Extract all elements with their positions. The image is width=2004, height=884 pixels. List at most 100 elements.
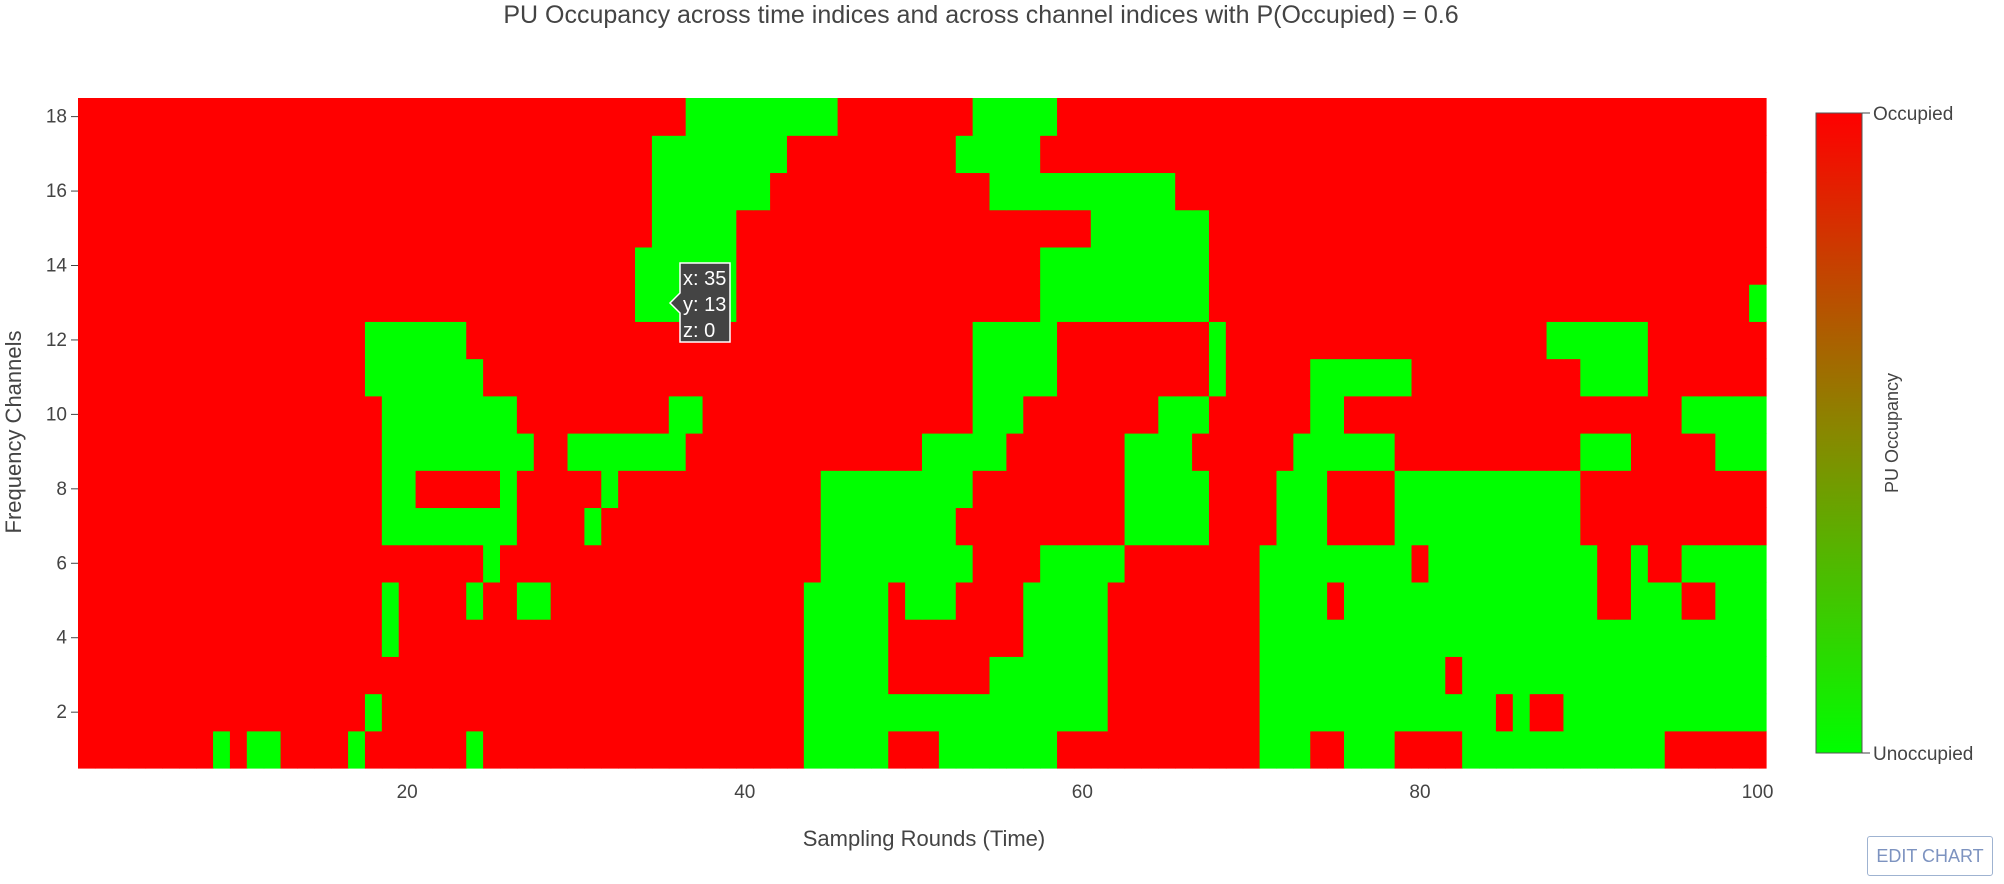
heatmap-cell[interactable]	[1158, 209, 1176, 248]
heatmap-cell[interactable]	[888, 656, 906, 695]
heatmap-cell[interactable]	[1344, 433, 1362, 471]
heatmap-cell[interactable]	[229, 172, 248, 211]
heatmap-cell[interactable]	[1495, 544, 1514, 583]
heatmap-cell[interactable]	[905, 619, 923, 657]
heatmap-cell[interactable]	[1512, 284, 1531, 322]
heatmap-cell[interactable]	[432, 98, 450, 136]
heatmap-cell[interactable]	[1192, 656, 1210, 695]
heatmap-cell[interactable]	[1006, 507, 1024, 546]
heatmap-cell[interactable]	[803, 284, 822, 322]
heatmap-cell[interactable]	[972, 581, 991, 620]
heatmap-cell[interactable]	[1411, 693, 1429, 732]
heatmap-cell[interactable]	[668, 209, 687, 248]
heatmap-cell[interactable]	[1411, 507, 1429, 546]
heatmap-cell[interactable]	[618, 98, 636, 136]
heatmap-cell[interactable]	[1225, 246, 1244, 285]
heatmap-cell[interactable]	[618, 730, 636, 769]
heatmap-cell[interactable]	[466, 544, 484, 583]
heatmap-cell[interactable]	[466, 246, 484, 285]
heatmap-cell[interactable]	[466, 358, 484, 397]
heatmap-cell[interactable]	[263, 321, 282, 360]
heatmap-cell[interactable]	[314, 358, 332, 397]
heatmap-cell[interactable]	[1630, 619, 1649, 657]
heatmap-cell[interactable]	[483, 135, 501, 174]
heatmap-cell[interactable]	[1529, 246, 1548, 285]
heatmap-cell[interactable]	[736, 209, 754, 248]
heatmap-cell[interactable]	[1192, 246, 1210, 285]
heatmap-cell[interactable]	[280, 98, 299, 136]
heatmap-cell[interactable]	[1749, 358, 1767, 397]
heatmap-cell[interactable]	[1732, 395, 1750, 434]
heatmap-cell[interactable]	[381, 693, 400, 732]
heatmap-cell[interactable]	[111, 358, 130, 397]
heatmap-cell[interactable]	[449, 321, 467, 360]
heatmap-cell[interactable]	[1090, 544, 1109, 583]
heatmap-cell[interactable]	[213, 358, 231, 397]
heatmap-cell[interactable]	[1681, 209, 1700, 248]
heatmap-cell[interactable]	[1630, 730, 1649, 769]
heatmap-cell[interactable]	[1023, 284, 1041, 322]
heatmap-cell[interactable]	[1023, 470, 1041, 509]
heatmap-cell[interactable]	[1428, 98, 1446, 136]
heatmap-cell[interactable]	[128, 544, 147, 583]
heatmap-cell[interactable]	[145, 284, 163, 322]
heatmap-cell[interactable]	[989, 246, 1007, 285]
heatmap-cell[interactable]	[398, 730, 417, 769]
heatmap-cell[interactable]	[1377, 693, 1396, 732]
heatmap-cell[interactable]	[1394, 433, 1413, 471]
heatmap-cell[interactable]	[1344, 730, 1362, 769]
heatmap-cell[interactable]	[1293, 98, 1311, 136]
heatmap-cell[interactable]	[500, 209, 518, 248]
heatmap-cell[interactable]	[1344, 135, 1362, 174]
heatmap-cell[interactable]	[1225, 730, 1244, 769]
heatmap-cell[interactable]	[550, 284, 569, 322]
heatmap-cell[interactable]	[1192, 507, 1210, 546]
heatmap-cell[interactable]	[770, 470, 788, 509]
heatmap-cell[interactable]	[1546, 470, 1565, 509]
heatmap-cell[interactable]	[229, 321, 248, 360]
heatmap-cell[interactable]	[179, 693, 197, 732]
heatmap-cell[interactable]	[1208, 395, 1227, 434]
heatmap-cell[interactable]	[1377, 135, 1396, 174]
heatmap-cell[interactable]	[1360, 321, 1379, 360]
heatmap-cell[interactable]	[1310, 470, 1328, 509]
heatmap-cell[interactable]	[1462, 619, 1480, 657]
heatmap-cell[interactable]	[483, 544, 501, 583]
heatmap-cell[interactable]	[263, 544, 282, 583]
heatmap-cell[interactable]	[415, 358, 434, 397]
heatmap-cell[interactable]	[128, 321, 147, 360]
heatmap-cell[interactable]	[1445, 358, 1463, 397]
heatmap-cell[interactable]	[1664, 544, 1683, 583]
heatmap-cell[interactable]	[1698, 581, 1716, 620]
heatmap-cell[interactable]	[854, 619, 872, 657]
heatmap-cell[interactable]	[128, 433, 147, 471]
heatmap-cell[interactable]	[466, 581, 484, 620]
heatmap-cell[interactable]	[972, 693, 991, 732]
heatmap-cell[interactable]	[466, 433, 484, 471]
heatmap-cell[interactable]	[297, 581, 315, 620]
heatmap-cell[interactable]	[1715, 433, 1733, 471]
heatmap-cell[interactable]	[280, 656, 299, 695]
heatmap-cell[interactable]	[246, 730, 265, 769]
heatmap-cell[interactable]	[1073, 433, 1092, 471]
heatmap-cell[interactable]	[719, 98, 737, 136]
heatmap-cell[interactable]	[635, 544, 653, 583]
heatmap-cell[interactable]	[770, 581, 788, 620]
heatmap-cell[interactable]	[94, 284, 113, 322]
heatmap-cell[interactable]	[162, 395, 180, 434]
heatmap-cell[interactable]	[398, 209, 417, 248]
heatmap-cell[interactable]	[314, 209, 332, 248]
heatmap-cell[interactable]	[1411, 395, 1429, 434]
heatmap-cell[interactable]	[1462, 730, 1480, 769]
heatmap-cell[interactable]	[145, 433, 163, 471]
heatmap-cell[interactable]	[213, 470, 231, 509]
heatmap-cell[interactable]	[449, 395, 467, 434]
heatmap-cell[interactable]	[196, 135, 214, 174]
heatmap-cell[interactable]	[871, 507, 889, 546]
heatmap-cell[interactable]	[1647, 656, 1666, 695]
heatmap-cell[interactable]	[1006, 470, 1024, 509]
heatmap-cell[interactable]	[331, 172, 349, 211]
heatmap-cell[interactable]	[1057, 209, 1075, 248]
heatmap-cell[interactable]	[348, 135, 366, 174]
heatmap-cell[interactable]	[1664, 581, 1683, 620]
